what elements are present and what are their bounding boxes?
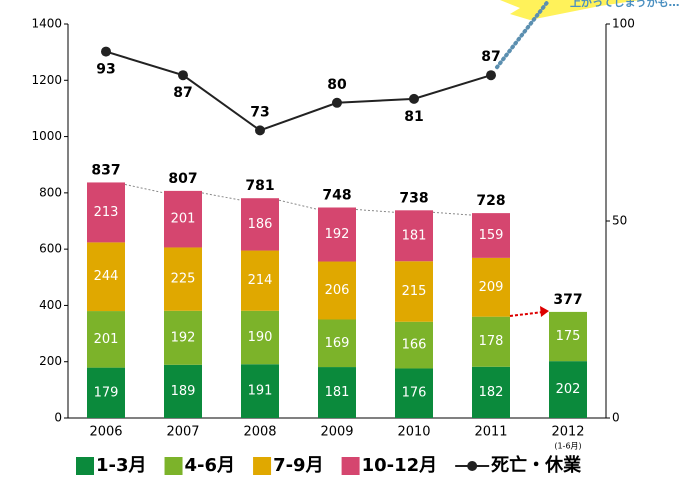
value-label: 176	[402, 386, 427, 401]
total-label: 807	[168, 171, 197, 187]
value-label: 214	[248, 273, 273, 288]
annotation: 上がってしまうかも…	[570, 0, 679, 9]
total-label: 837	[91, 162, 120, 178]
y-tick-label: 800	[39, 185, 62, 199]
y-tick-label: 200	[39, 354, 62, 368]
x-tick-label: 2012	[551, 425, 584, 440]
value-label: 225	[171, 272, 196, 287]
value-label: 182	[479, 385, 504, 400]
legend-swatch	[253, 457, 271, 475]
y-tick-label: 400	[39, 298, 62, 312]
line-label: 73	[250, 104, 269, 120]
y-tick-label: 1200	[31, 73, 62, 87]
line-point	[178, 70, 188, 80]
value-label: 201	[94, 332, 119, 347]
value-label: 201	[171, 212, 196, 227]
legend-label: 1-3月	[96, 455, 147, 476]
legend-label: 10-12月	[362, 455, 438, 476]
y2-tick-label: 0	[612, 411, 620, 425]
x-tick-label: 2010	[397, 425, 430, 440]
x-tick-label: 2006	[89, 425, 122, 440]
value-label: 159	[479, 228, 504, 243]
value-label: 189	[171, 384, 196, 399]
legend-label: 7-9月	[273, 455, 324, 476]
line-label: 87	[173, 85, 192, 101]
line-label: 93	[96, 62, 115, 78]
connector	[433, 212, 472, 215]
line-point	[409, 94, 419, 104]
connector	[356, 209, 395, 212]
line-point	[486, 70, 496, 80]
line-label: 81	[404, 109, 423, 125]
line-label: 87	[481, 49, 500, 65]
red-arrowhead	[540, 306, 549, 317]
value-label: 202	[556, 382, 581, 397]
value-label: 186	[248, 217, 273, 232]
value-label: 190	[248, 330, 273, 345]
value-label: 244	[94, 269, 119, 284]
connector	[202, 193, 241, 200]
total-label: 377	[553, 292, 582, 308]
total-label: 728	[476, 193, 505, 209]
value-label: 178	[479, 334, 504, 349]
y2-tick-label: 100	[612, 17, 635, 31]
y-tick-label: 1400	[31, 17, 62, 31]
connector	[279, 200, 318, 209]
total-label: 781	[245, 178, 274, 194]
x-tick-label: 2007	[166, 425, 199, 440]
x-tick-label: 2008	[243, 425, 276, 440]
legend-swatch	[76, 457, 94, 475]
y-tick-label: 1000	[31, 129, 62, 143]
x-tick-label: 2009	[320, 425, 353, 440]
value-label: 191	[248, 384, 273, 399]
chart: 上がってしまうかも… 0 200 400 600 800 1000 1200 1400 0 50 1…	[0, 0, 690, 481]
value-label: 179	[94, 385, 119, 400]
x-tick-label: 2011	[474, 425, 507, 440]
line-point	[255, 125, 265, 135]
y-tick-label: 0	[54, 411, 62, 425]
line-point	[101, 47, 111, 57]
line	[106, 52, 491, 131]
legend-swatch	[165, 457, 183, 475]
line-point	[332, 98, 342, 108]
red-arrow	[510, 312, 543, 316]
value-label: 181	[325, 385, 350, 400]
value-label: 192	[325, 227, 350, 242]
value-label: 209	[479, 280, 504, 295]
value-label: 169	[325, 336, 350, 351]
legend-swatch	[342, 457, 360, 475]
value-label: 166	[402, 338, 427, 353]
value-label: 181	[402, 228, 427, 243]
connector	[125, 184, 164, 192]
value-label: 192	[171, 330, 196, 345]
x-sublabel: (1-6月)	[554, 442, 581, 451]
value-label: 215	[402, 284, 427, 299]
line-label: 80	[327, 77, 347, 93]
value-label: 175	[556, 329, 581, 344]
legend-marker	[467, 461, 477, 471]
legend-label: 4-6月	[185, 455, 236, 476]
y2-tick-label: 50	[612, 214, 627, 228]
value-label: 213	[94, 205, 119, 220]
total-label: 748	[322, 187, 351, 203]
value-label: 206	[325, 283, 350, 298]
legend-label: 死亡・休業	[491, 454, 582, 476]
total-label: 738	[399, 190, 428, 206]
y-tick-label: 600	[39, 242, 62, 256]
